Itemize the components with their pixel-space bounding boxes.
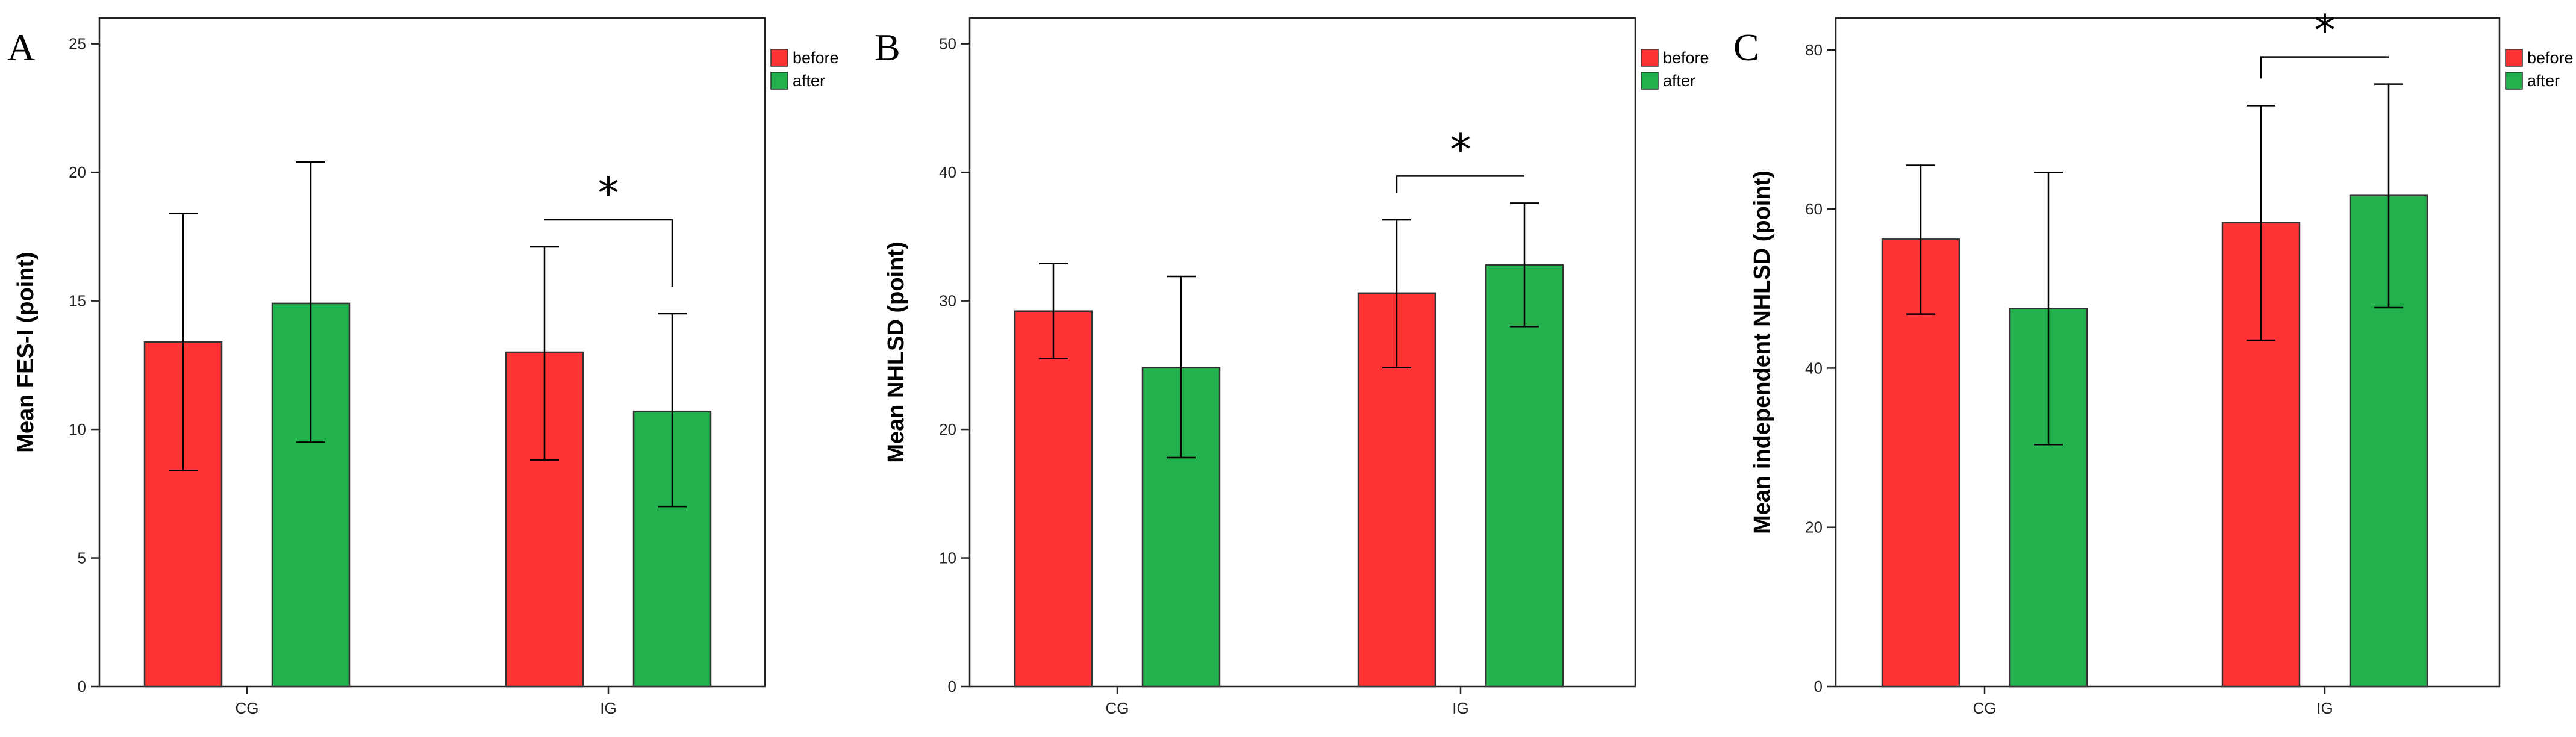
- panel-b: B 0 10 20 30 40 50 Mean NHLSD (point) CG IG * befor…: [875, 17, 1709, 717]
- y-axis-label: Mean independent NHLSD (point): [1750, 170, 1775, 534]
- legend-swatch-before: [770, 49, 788, 67]
- y-tick-label: 0: [78, 677, 86, 695]
- x-category-label: CG: [1106, 699, 1129, 717]
- y-tick-label: 0: [1814, 677, 1823, 695]
- y-tick-label: 15: [69, 292, 86, 310]
- x-category-label: CG: [235, 699, 259, 717]
- y-tick-label: 80: [1805, 41, 1823, 59]
- y-axis-label: Mean FES-I (point): [13, 252, 39, 453]
- x-category-label: CG: [1973, 699, 1997, 717]
- y-tick-label: 20: [939, 420, 956, 438]
- y-tick-label: 10: [939, 549, 956, 567]
- legend-label-after: after: [2527, 72, 2560, 90]
- panel-letter: C: [1733, 26, 1759, 69]
- y-tick-label: 0: [948, 677, 956, 695]
- significance-bracket: [1396, 175, 1524, 193]
- bar-before: [1014, 310, 1093, 688]
- plot-frame: [968, 17, 1636, 688]
- x-category-label: IG: [2316, 699, 2333, 717]
- y-tick-label: 30: [939, 292, 956, 310]
- legend-label-after: after: [1663, 72, 1695, 90]
- y-tick-label: 25: [69, 35, 86, 53]
- y-tick-label: 5: [78, 549, 86, 567]
- plot-frame: [98, 17, 766, 688]
- legend-swatch-before: [1641, 49, 1659, 67]
- legend-label-after: after: [793, 72, 825, 90]
- panel-letter: B: [875, 26, 900, 69]
- bar-after: [1485, 264, 1564, 688]
- significance-star: *: [1450, 125, 1471, 174]
- y-tick-label: 50: [939, 35, 956, 53]
- y-axis-label: Mean NHLSD (point): [884, 241, 909, 462]
- significance-bracket: [544, 219, 673, 287]
- x-category-label: IG: [1452, 699, 1468, 717]
- y-tick-label: 40: [939, 163, 956, 181]
- y-tick-label: 20: [69, 163, 86, 181]
- panel-c: C 0 20 40 60 80 Mean independent NHLSD (point)…: [1733, 6, 2574, 717]
- legend-swatch-after: [770, 72, 788, 90]
- significance-star: *: [2315, 6, 2336, 55]
- legend-swatch-before: [2505, 49, 2523, 67]
- significance-bracket: [2260, 56, 2389, 79]
- y-tick-label: 10: [69, 420, 86, 438]
- panel-a: A 0 5 10 15 20 25 Mean FES-I (point) CG IG * before…: [7, 17, 839, 717]
- y-tick-label: 40: [1805, 359, 1823, 377]
- plot-frame: [1835, 17, 2501, 688]
- legend-swatch-after: [1641, 72, 1659, 90]
- x-category-label: IG: [600, 699, 616, 717]
- legend-swatch-after: [2505, 72, 2523, 90]
- significance-star: *: [598, 169, 619, 218]
- panel-letter: A: [7, 26, 35, 69]
- y-tick-label: 20: [1805, 518, 1823, 536]
- y-tick-label: 60: [1805, 200, 1823, 218]
- legend-label-before: before: [793, 49, 839, 67]
- legend-label-before: before: [1663, 49, 1709, 67]
- legend-label-before: before: [2527, 49, 2574, 67]
